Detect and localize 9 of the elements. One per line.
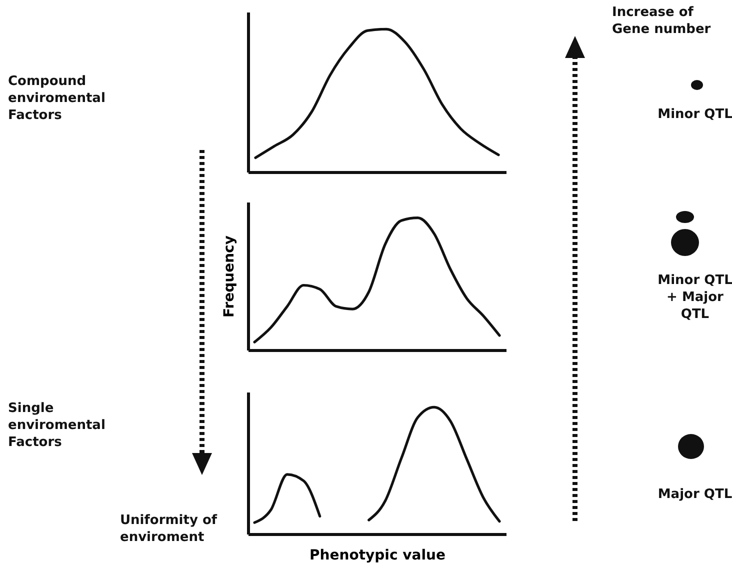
text: Single enviromental Factors (8, 400, 106, 451)
x-axis-title: Phenotypic value (310, 548, 446, 563)
text: Minor QTL (656, 106, 732, 123)
y-axis-title: Frequency (222, 236, 238, 318)
text: Uniformity of enviroment (120, 512, 218, 546)
text: Compound enviromental Factors (8, 73, 106, 124)
text: Increase of Gene number (612, 4, 712, 38)
text: Minor QTL + Major QTL (656, 272, 732, 323)
text: Major QTL (656, 486, 732, 503)
